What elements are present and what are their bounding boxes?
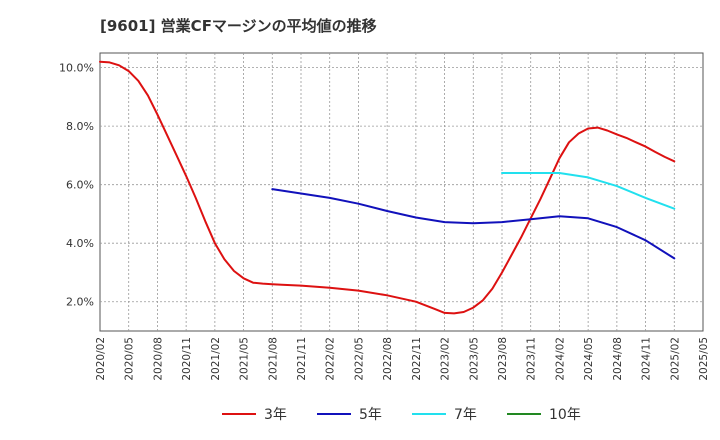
legend: 3年 5年 7年 10年 (222, 407, 581, 423)
y-tick-label: 8.0% (66, 120, 94, 133)
x-tick-label: 2025/02 (669, 337, 681, 381)
x-tick-label: 2024/08 (612, 337, 624, 381)
legend-label: 3年 (264, 407, 287, 423)
x-tick-label: 2020/02 (95, 337, 107, 381)
x-tick-label: 2025/05 (698, 337, 710, 381)
series-line (271, 188, 676, 260)
x-tick-label: 2020/08 (152, 337, 164, 381)
series-line (99, 60, 676, 315)
y-axis-ticks: 2.0% 4.0% 6.0% 8.0% 10.0% (59, 62, 94, 309)
x-tick-label: 2021/05 (239, 337, 251, 381)
legend-label: 10年 (549, 407, 581, 423)
chart-title: [9601] 営業CFマージンの平均値の推移 (100, 17, 377, 35)
x-tick-label: 2022/05 (353, 337, 365, 381)
x-axis-ticks: 2020/02 2020/05 2020/08 2020/11 2021/02 2021/… (95, 337, 710, 381)
x-tick-label: 2022/08 (382, 337, 394, 381)
y-tick-label: 2.0% (66, 296, 94, 309)
x-tick-label: 2020/05 (124, 337, 136, 381)
grid-lines (100, 53, 703, 331)
x-tick-label: 2024/02 (554, 337, 566, 381)
legend-label: 7年 (454, 407, 477, 423)
x-tick-label: 2021/08 (267, 337, 279, 381)
plot-area (99, 52, 704, 332)
y-tick-label: 4.0% (66, 237, 94, 250)
x-tick-label: 2020/11 (181, 337, 193, 381)
x-tick-label: 2023/08 (497, 337, 509, 381)
x-tick-label: 2023/02 (440, 337, 452, 381)
x-tick-label: 2022/11 (411, 337, 423, 381)
x-tick-label: 2024/11 (641, 337, 653, 381)
series-line (501, 172, 676, 210)
x-tick-label: 2021/02 (210, 337, 222, 381)
y-tick-label: 6.0% (66, 179, 94, 192)
legend-label: 5年 (359, 407, 382, 423)
y-tick-label: 10.0% (59, 62, 94, 75)
x-tick-label: 2024/05 (583, 337, 595, 381)
x-tick-label: 2023/11 (526, 337, 538, 381)
x-tick-label: 2022/02 (325, 337, 337, 381)
series-lines (99, 60, 676, 315)
x-tick-label: 2021/11 (296, 337, 308, 381)
x-tick-label: 2023/05 (468, 337, 480, 381)
